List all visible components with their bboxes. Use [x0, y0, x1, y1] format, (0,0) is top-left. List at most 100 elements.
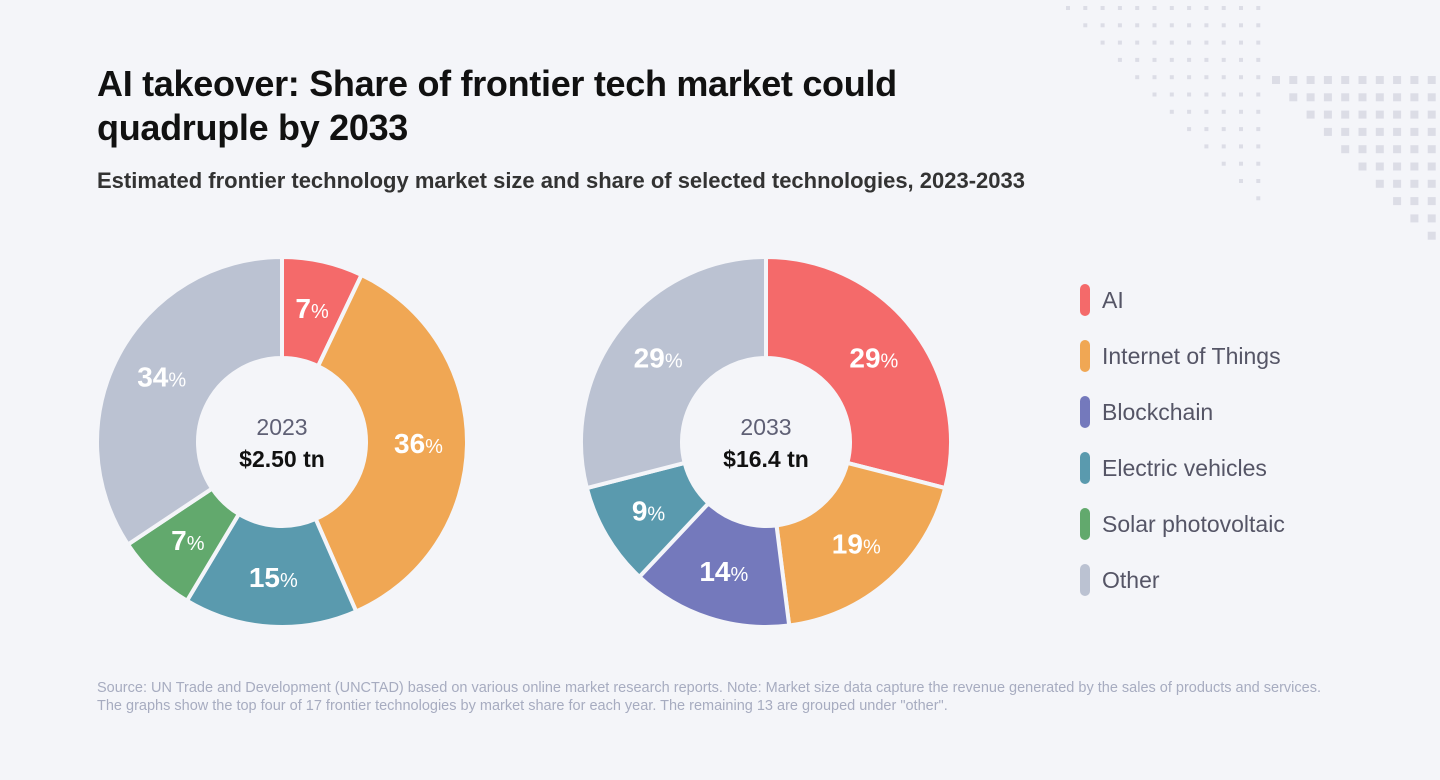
dot	[1375, 76, 1384, 84]
dot	[1221, 40, 1226, 45]
dot	[1221, 144, 1226, 149]
dot	[1100, 40, 1105, 45]
dot	[1358, 93, 1367, 102]
dot	[1239, 75, 1243, 80]
slice-label: 14%	[699, 556, 748, 587]
dot	[1117, 57, 1122, 62]
chart-title: AI takeover: Share of frontier tech mark…	[97, 63, 897, 148]
legend-item-other: Other	[1080, 564, 1285, 596]
slice-label: 29%	[634, 342, 683, 373]
slice-label: 9%	[632, 495, 666, 526]
dot	[1169, 75, 1174, 80]
dot	[1152, 92, 1157, 97]
slice-label: 19%	[832, 528, 881, 559]
dot	[1289, 93, 1298, 102]
dot	[1187, 6, 1192, 10]
dot	[1152, 6, 1157, 10]
dot	[1152, 75, 1157, 80]
donut-2023: 7% 36% 15% 7% 34% 2023 $2.50 tn	[95, 255, 469, 629]
dot	[1358, 110, 1367, 119]
dot	[1239, 6, 1243, 10]
dot	[1239, 179, 1243, 183]
dot	[1393, 127, 1402, 136]
dot	[1204, 109, 1209, 114]
dot	[1187, 40, 1192, 45]
dot	[1393, 93, 1402, 102]
dot	[1410, 127, 1419, 136]
dot	[1204, 92, 1209, 97]
dot	[1323, 127, 1332, 136]
dot	[1221, 6, 1226, 10]
dot	[1256, 144, 1261, 149]
dot	[1341, 76, 1350, 84]
dot	[1169, 40, 1174, 45]
dot	[1306, 93, 1315, 102]
dot	[1135, 75, 1140, 80]
legend-swatch	[1080, 396, 1090, 428]
dot	[1256, 196, 1261, 201]
dot	[1239, 144, 1243, 149]
dot	[1323, 76, 1332, 84]
dot	[1152, 57, 1157, 62]
dot	[1375, 145, 1384, 154]
dot	[1375, 162, 1384, 171]
dot	[1289, 76, 1298, 84]
center-market-size: $16.4 tn	[723, 446, 809, 472]
dot	[1083, 23, 1088, 28]
legend-label: AI	[1102, 286, 1124, 313]
dot	[1427, 93, 1436, 102]
dot	[1117, 40, 1122, 45]
slice-label: 7%	[295, 293, 329, 324]
legend-item-ev: Electric vehicles	[1080, 452, 1285, 484]
slice-other	[95, 255, 284, 547]
center-year: 2033	[740, 414, 791, 440]
dot	[1221, 127, 1226, 132]
dot	[1410, 214, 1419, 223]
dot	[1117, 23, 1122, 28]
dot	[1204, 127, 1209, 132]
dot	[1239, 40, 1243, 45]
dot	[1187, 57, 1192, 62]
legend-swatch	[1080, 564, 1090, 596]
slice-label: 15%	[249, 562, 298, 593]
dot	[1427, 127, 1436, 136]
dot	[1375, 127, 1384, 136]
source-note: Source: UN Trade and Development (UNCTAD…	[97, 680, 1321, 714]
dot	[1393, 197, 1402, 206]
legend-item-blockchain: Blockchain	[1080, 396, 1285, 428]
dot	[1187, 75, 1192, 80]
legend-swatch	[1080, 340, 1090, 372]
dot	[1221, 23, 1226, 28]
legend-label: Internet of Things	[1102, 342, 1281, 369]
center-year: 2023	[256, 414, 307, 440]
dot	[1256, 40, 1261, 45]
slice-label: 29%	[849, 342, 898, 373]
dot	[1135, 57, 1140, 62]
legend-swatch	[1080, 508, 1090, 540]
dot	[1323, 93, 1332, 102]
legend-swatch	[1080, 284, 1090, 316]
dot	[1427, 214, 1436, 223]
dot	[1169, 6, 1174, 10]
dot	[1221, 92, 1226, 97]
slice-label: 36%	[394, 428, 443, 459]
dot	[1135, 23, 1140, 28]
dot	[1393, 145, 1402, 154]
slice-other	[579, 255, 768, 491]
dot	[1427, 76, 1436, 84]
dot	[1100, 6, 1105, 10]
dot	[1204, 40, 1209, 45]
dot	[1135, 40, 1140, 45]
dot	[1239, 23, 1243, 28]
dot	[1427, 145, 1436, 154]
dot	[1239, 57, 1243, 62]
dot	[1427, 197, 1436, 206]
dot	[1204, 57, 1209, 62]
dot	[1341, 93, 1350, 102]
dot	[1221, 75, 1226, 80]
slice-blockchain	[637, 501, 792, 629]
dot	[1135, 6, 1140, 10]
dot	[1221, 109, 1226, 114]
dot	[1152, 40, 1157, 45]
